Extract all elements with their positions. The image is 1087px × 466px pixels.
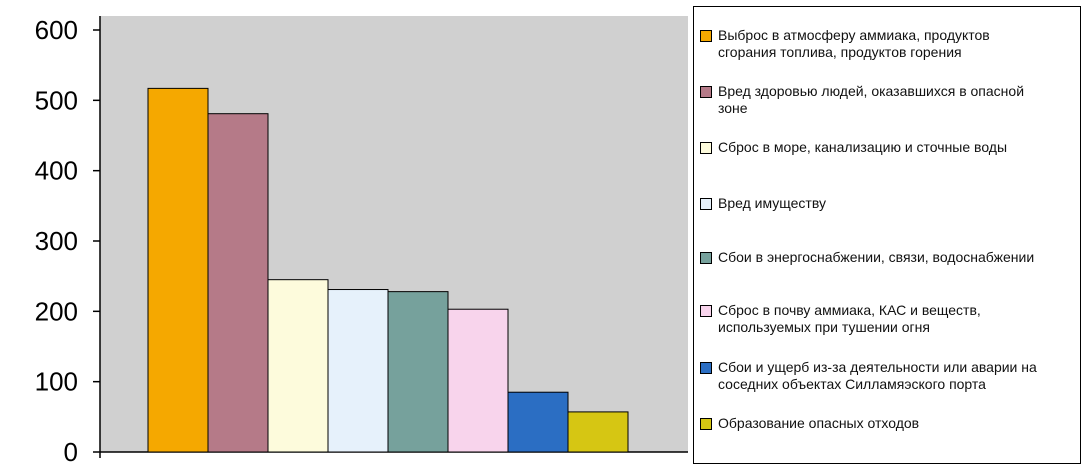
legend-label-line: Вред здоровью людей, оказавшихся в опасн… [718,83,1025,99]
y-tick-label: 600 [35,15,78,45]
y-tick-label: 200 [35,296,78,326]
legend-label-line: зоне [718,100,748,116]
legend-swatch [700,362,712,374]
legend-label: Сброс в море, канализацию и сточные воды [718,139,1007,156]
bar [447,308,509,453]
legend-label-line: Сбои и ущерб из-за деятельности или авар… [718,359,1037,375]
legend-swatch [700,418,712,430]
y-tick-label: 300 [35,226,78,256]
legend-label: Выброс в атмосферу аммиака, продуктов сго… [718,27,990,61]
bar [267,279,329,453]
legend-item: Вред имуществу [700,195,1070,212]
bar [507,391,569,453]
bar-chart: 0 100 200 300 400 500 600 [35,15,688,466]
y-tick-label: 400 [35,156,78,186]
bar [147,87,209,453]
legend-label: Сбои и ущерб из-за деятельности или авар… [718,359,1037,393]
legend-label: Сброс в почву аммиака, КАС и веществ, исп… [718,302,981,336]
bar [207,113,269,453]
legend-label-line: используемых при тушении огня [718,319,930,335]
legend-label-line: соседних объектах Силламяэского порта [718,376,986,392]
legend-swatch [700,86,712,98]
y-tick-label: 500 [35,85,78,115]
legend-label-line: Сброс в почву аммиака, КАС и веществ, [718,302,981,318]
legend-label-line: Вред имуществу [718,195,826,211]
legend-item: Сбои и ущерб из-за деятельности или авар… [700,359,1070,393]
y-axis: 0 100 200 300 400 500 600 [35,15,688,466]
legend-swatch [700,142,712,154]
legend-label: Образование опасных отходов [718,415,919,432]
legend-label-line: Выброс в атмосферу аммиака, продуктов [718,27,990,43]
bar [567,411,629,453]
y-tick-label: 0 [64,437,78,466]
legend-label-line: сгорания топлива, продуктов горения [718,44,962,60]
legend-item: Выброс в атмосферу аммиака, продуктов сго… [700,27,1070,61]
legend-item: Сброс в почву аммиака, КАС и веществ, исп… [700,302,1070,336]
y-tick-label: 100 [35,367,78,397]
legend-item: Вред здоровью людей, оказавшихся в опасн… [700,83,1070,117]
legend-label: Сбои в энергоснабжении, связи, водоснабж… [718,249,1034,266]
legend-label-line: Сбои в энергоснабжении, связи, водоснабж… [718,249,1035,265]
legend-swatch [700,198,712,210]
legend-label-line: Образование опасных отходов [718,415,920,431]
legend-label: Вред здоровью людей, оказавшихся в опасн… [718,83,1024,117]
legend-swatch [700,30,712,42]
chart-legend: Выброс в атмосферу аммиака, продуктов сго… [693,6,1081,464]
legend-swatch [700,305,712,317]
legend-label: Вред имуществу [718,195,826,212]
legend-item: Образование опасных отходов [700,415,1070,432]
legend-item: Сброс в море, канализацию и сточные воды [700,139,1070,156]
legend-item: Сбои в энергоснабжении, связи, водоснабж… [700,249,1070,266]
bar-series-group [147,87,629,453]
bar [327,289,389,453]
bar [387,291,449,453]
legend-swatch [700,252,712,264]
legend-label-line: Сброс в море, канализацию и сточные воды [718,139,1008,155]
